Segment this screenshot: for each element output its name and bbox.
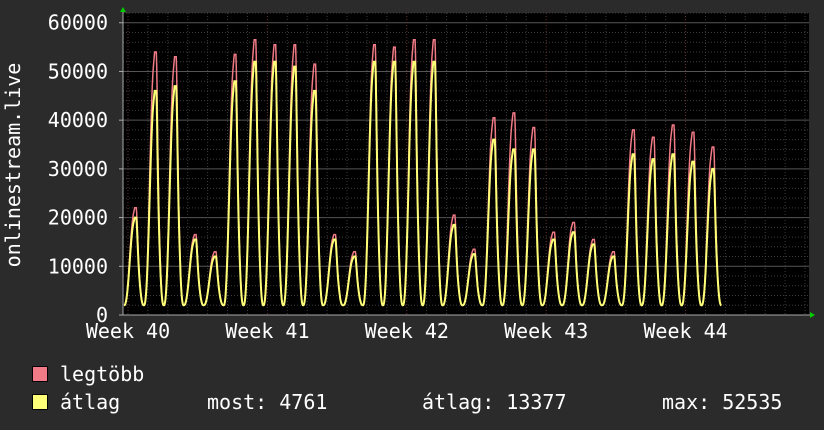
x-tick-label: Week 43: [504, 319, 588, 343]
legend-avg-label: átlag: [60, 390, 121, 414]
legend-max-label: legtöbb: [60, 362, 145, 386]
legend-avg-swatch: [32, 394, 48, 410]
y-tick-label: 0: [96, 303, 108, 327]
y-tick-label: 50000: [48, 59, 108, 83]
y-tick-labels: 0 10000 20000 30000 40000 50000 60000: [48, 11, 123, 327]
y-tick-label: 60000: [48, 11, 108, 35]
y-tick-label: 20000: [48, 206, 108, 230]
x-tick-label: Week 41: [225, 319, 309, 343]
stat-average: átlag: 13377: [422, 390, 567, 414]
x-tick-label: Week 42: [365, 319, 449, 343]
stat-current: most: 4761: [207, 390, 328, 414]
legend-max-swatch: [32, 366, 48, 382]
x-tick-label: Week 44: [643, 319, 727, 343]
y-axis-arrow: [120, 7, 126, 12]
y-tick-label: 40000: [48, 108, 108, 132]
series-group: [123, 39, 722, 307]
series-avg-line: [123, 60, 722, 307]
stat-maximum: max: 52535: [662, 390, 783, 414]
axes: [120, 7, 815, 318]
y-axis-label: onlinestream.live: [1, 63, 25, 268]
x-tick-label: Week 40: [86, 319, 170, 343]
y-tick-label: 10000: [48, 254, 108, 278]
x-tick-labels: Week 40 Week 41 Week 42 Week 43 Week 44: [86, 319, 728, 343]
y-tick-label: 30000: [48, 157, 108, 181]
x-axis-arrow: [810, 312, 815, 318]
